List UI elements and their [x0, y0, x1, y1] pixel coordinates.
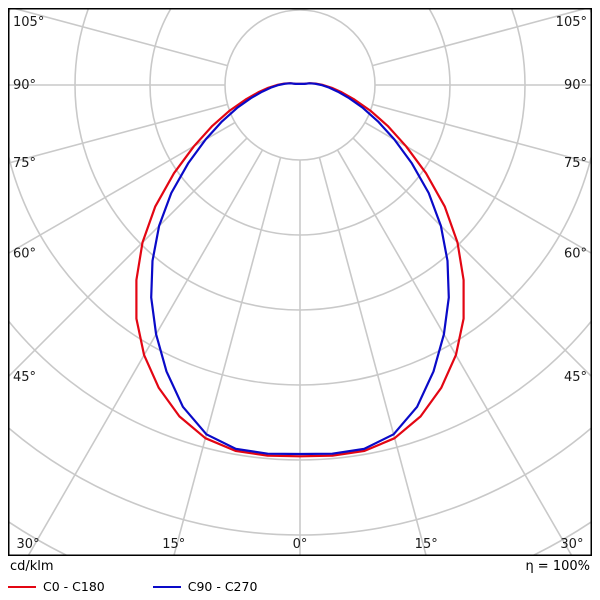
grid-radial-line — [14, 9, 228, 67]
angle-label: 105° — [556, 15, 587, 30]
chart-footer: cd/klm η = 100% C0 - C180 C90 - C270 — [0, 556, 600, 600]
grid-radial-line — [173, 157, 282, 555]
angle-label: 60° — [13, 247, 36, 262]
curve-c90-c270 — [150, 82, 450, 456]
legend-label-c0-c180: C0 - C180 — [43, 579, 105, 594]
grid-radial-line — [318, 157, 427, 555]
angle-label: 30° — [17, 537, 40, 552]
grid-radial-line — [9, 103, 228, 164]
grid-radial-line — [27, 149, 264, 555]
grid-radial-line — [9, 121, 236, 254]
angle-label: 90° — [564, 78, 587, 93]
polar-grid — [9, 9, 591, 555]
grid-radial-line — [336, 149, 573, 555]
curves — [135, 82, 465, 458]
angle-label: 75° — [13, 156, 36, 171]
angle-label: 75° — [564, 156, 587, 171]
angle-label: 45° — [564, 370, 587, 385]
plot-border — [8, 8, 592, 556]
angle-label: 15° — [415, 537, 438, 552]
angle-label: 0° — [293, 537, 308, 552]
angle-label: 60° — [564, 247, 587, 262]
grid-radial-line — [364, 121, 591, 254]
curve-c0-c180 — [135, 82, 465, 458]
legend-item-c90-c270: C90 - C270 — [152, 579, 258, 594]
legend-line-c90-c270 — [152, 585, 181, 588]
polar-chart: 0° 15° 15° 30° 30° 45° 45° 60° 60° 75° 75° 90° 90° 10… — [8, 8, 592, 556]
polar-chart-svg: 0° 15° 15° 30° 30° 45° 45° 60° 60° 75° 75° 90° 90° 10… — [8, 8, 592, 556]
grid-radial-line — [352, 137, 591, 377]
legend-line-c0-c180 — [8, 585, 36, 588]
grid-radial-line — [372, 103, 591, 164]
grid-radial-line — [9, 137, 248, 377]
angle-label: 30° — [560, 537, 583, 552]
legend-item-c0-c180: C0 - C180 — [8, 579, 105, 594]
angle-label: 90° — [13, 78, 36, 93]
angle-label: 105° — [13, 15, 44, 30]
angle-label: 45° — [13, 370, 36, 385]
efficiency-label: η = 100% — [525, 559, 590, 574]
legend-label-c90-c270: C90 - C270 — [187, 579, 258, 594]
unit-label: cd/klm — [10, 559, 54, 574]
angle-label: 15° — [162, 537, 185, 552]
legend: C0 - C180 C90 - C270 — [8, 579, 305, 594]
grid-radial-line — [372, 9, 586, 67]
